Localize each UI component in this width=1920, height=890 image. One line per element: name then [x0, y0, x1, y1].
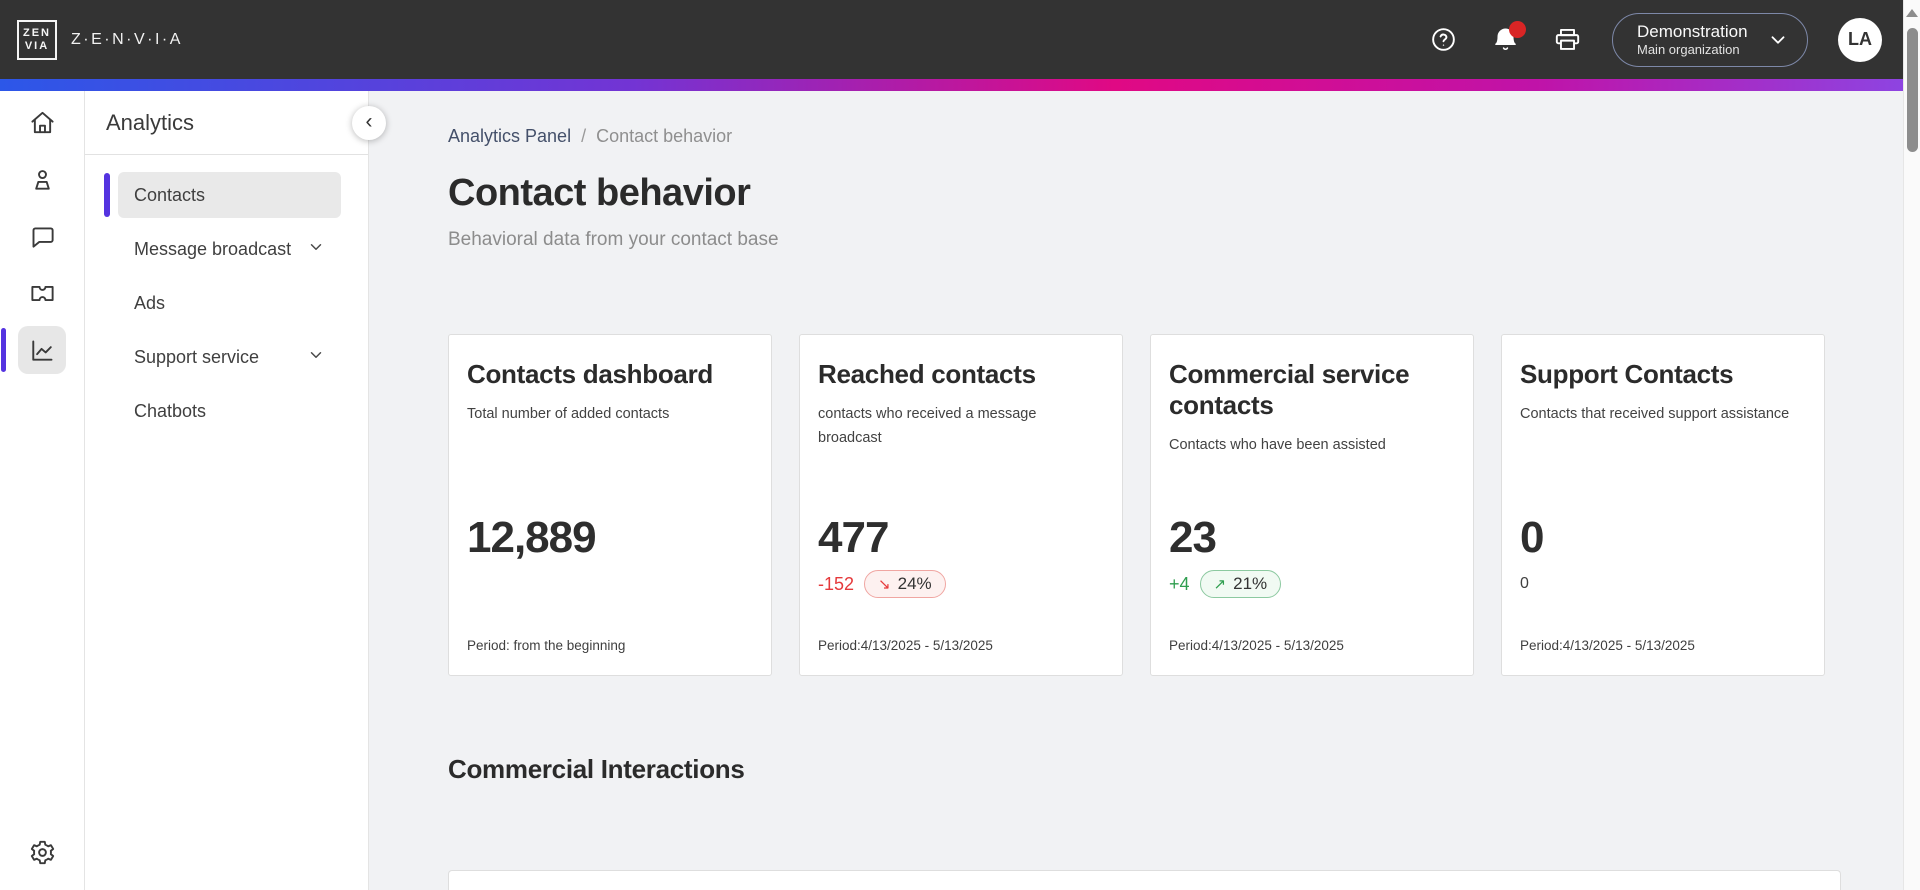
sidebar-item-contacts[interactable]: Contacts	[104, 172, 341, 218]
logo-text-bottom: VIA	[24, 40, 50, 52]
analytics-side-panel: Analytics Contacts Message broadcast Ads	[85, 91, 369, 890]
trend-badge-down: ↘ 24%	[864, 570, 946, 598]
notification-dot	[1509, 20, 1526, 38]
arrow-down-right-icon: ↘	[878, 576, 891, 593]
card-title: Commercial service contacts	[1169, 359, 1410, 420]
zenvia-logo-icon[interactable]: ZEN VIA	[17, 19, 57, 60]
card-period: Period:4/13/2025 - 5/13/2025	[818, 638, 993, 653]
card-trend-row: +4 ↗ 21%	[1169, 567, 1282, 601]
sidebar-item-chatbots[interactable]: Chatbots	[118, 388, 341, 434]
gear-icon[interactable]	[18, 828, 66, 876]
main-content: Analytics Panel / Contact behavior Conta…	[369, 91, 1920, 890]
card-period: Period:4/13/2025 - 5/13/2025	[1520, 638, 1695, 653]
card-period: Period: from the beginning	[467, 638, 626, 653]
printer-icon[interactable]	[1552, 25, 1582, 55]
organization-selector[interactable]: Demonstration Main organization	[1612, 12, 1808, 67]
card-trend-row: -152 ↘ 24%	[818, 567, 946, 601]
card-description: Total number of added contacts	[467, 406, 670, 422]
trend-badge-up: ↗ 21%	[1199, 570, 1282, 598]
scrollbar-thumb[interactable]	[1907, 28, 1918, 152]
menu-item-label: Contacts	[134, 184, 206, 205]
card-title: Support Contacts	[1520, 359, 1734, 389]
card-contacts-dashboard: Contacts dashboard Total number of added…	[448, 334, 772, 676]
card-value: 477	[818, 513, 889, 562]
card-title: Contacts dashboard	[467, 359, 713, 389]
card-description: Contacts who have been assisted	[1169, 437, 1386, 453]
organization-labels: Demonstration Main organization	[1637, 21, 1748, 58]
commercial-interactions-panel	[448, 870, 1841, 890]
user-avatar[interactable]: LA	[1838, 17, 1882, 62]
breadcrumb-analytics-panel[interactable]: Analytics Panel	[448, 126, 572, 146]
panel-title: Analytics	[106, 109, 195, 135]
menu-item-label: Chatbots	[134, 400, 207, 421]
ticket-icon[interactable]	[18, 269, 66, 317]
delta-value: +4	[1169, 573, 1190, 594]
chevron-down-icon	[307, 346, 325, 369]
page-scrollbar[interactable]	[1903, 0, 1920, 890]
card-description: Contacts that received support assistanc…	[1520, 406, 1790, 422]
breadcrumb-current: Contact behavior	[596, 126, 733, 146]
page-title: Contact behavior	[448, 172, 751, 214]
card-period: Period:4/13/2025 - 5/13/2025	[1169, 638, 1344, 653]
logo-text-top: ZEN	[23, 27, 51, 39]
card-trend-row: 0	[1520, 567, 1529, 601]
icon-rail	[0, 91, 85, 890]
sidebar-item-message-broadcast[interactable]: Message broadcast	[118, 226, 341, 272]
help-icon[interactable]	[1428, 25, 1458, 55]
topbar: ZEN VIA Z·E·N·V·I·A	[0, 0, 1920, 79]
arrow-up-right-icon: ↗	[1213, 576, 1227, 593]
bell-icon[interactable]	[1490, 20, 1526, 55]
card-value: 0	[1520, 513, 1545, 562]
conversations-icon[interactable]	[18, 212, 66, 260]
chevron-left-icon: ‹	[365, 109, 373, 133]
organization-subtitle: Main organization	[1637, 42, 1740, 57]
organization-name: Demonstration	[1637, 22, 1748, 41]
topbar-actions: Demonstration Main organization LA	[1396, 12, 1882, 67]
badge-percentage: 21%	[1233, 574, 1268, 593]
panel-header: Analytics	[85, 91, 368, 155]
chevron-down-icon	[307, 238, 325, 261]
analytics-icon[interactable]	[1, 326, 66, 374]
breadcrumb: Analytics Panel / Contact behavior	[448, 125, 1841, 147]
sidebar-item-support-service[interactable]: Support service	[118, 334, 341, 380]
sidebar-item-ads[interactable]: Ads	[118, 280, 341, 326]
chevron-down-icon	[1767, 29, 1789, 51]
menu-item-label: Message broadcast	[134, 238, 292, 259]
card-commercial-service-contacts: Commercial service contacts Contacts who…	[1150, 334, 1474, 676]
breadcrumb-separator: /	[581, 126, 587, 146]
brand-wordmark: Z·E·N·V·I·A	[71, 30, 183, 48]
panel-menu: Contacts Message broadcast Ads Support s…	[85, 155, 368, 434]
home-icon[interactable]	[18, 98, 66, 146]
delta-value: -152	[818, 573, 855, 594]
card-value: 12,889	[467, 513, 597, 562]
app-body: Analytics Contacts Message broadcast Ads	[0, 91, 1920, 890]
menu-selected-indicator	[104, 173, 110, 217]
scrollbar-up-arrow-icon[interactable]	[1906, 9, 1918, 17]
card-value: 23	[1169, 513, 1217, 562]
rail-selected-indicator	[1, 328, 6, 372]
kpi-cards-row: Contacts dashboard Total number of added…	[448, 334, 1841, 676]
card-description: contacts who received a message broadcas…	[818, 406, 1037, 446]
contacts-icon[interactable]	[18, 155, 66, 203]
section-title-commercial-interactions: Commercial Interactions	[448, 754, 745, 784]
badge-percentage: 24%	[897, 574, 932, 593]
brand-gradient-bar	[0, 79, 1920, 91]
menu-item-label: Ads	[134, 292, 166, 313]
page-subtitle: Behavioral data from your contact base	[448, 229, 779, 250]
menu-item-label: Support service	[134, 346, 260, 367]
card-support-contacts: Support Contacts Contacts that received …	[1501, 334, 1825, 676]
card-title: Reached contacts	[818, 359, 1036, 389]
panel-collapse-button[interactable]: ‹	[352, 106, 386, 140]
delta-value: 0	[1520, 575, 1529, 592]
card-reached-contacts: Reached contacts contacts who received a…	[799, 334, 1123, 676]
